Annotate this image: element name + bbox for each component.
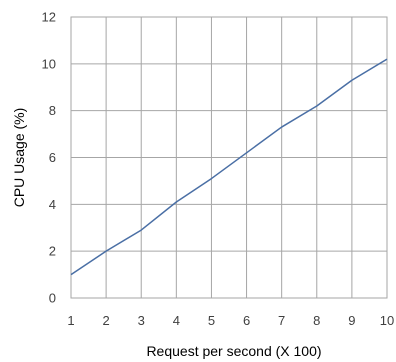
x-tick-label: 9 [348, 313, 355, 328]
y-axis-ticks: 0 2 4 6 8 10 12 [42, 10, 56, 306]
y-axis-label: CPU Usage (%) [11, 108, 27, 208]
x-axis-label: Request per second (X 100) [146, 343, 321, 359]
y-tick-label: 2 [49, 244, 56, 259]
x-tick-label: 8 [313, 313, 320, 328]
x-tick-label: 2 [102, 313, 109, 328]
y-tick-label: 12 [42, 10, 56, 25]
x-tick-label: 4 [173, 313, 180, 328]
x-axis-ticks: 1 2 3 4 5 6 7 8 9 10 [67, 313, 394, 328]
y-tick-label: 8 [49, 103, 56, 118]
series-line [70, 58, 388, 276]
plot-frame [70, 16, 388, 299]
x-tick-label: 3 [138, 313, 145, 328]
x-tick-label: 1 [67, 313, 74, 328]
y-tick-label: 10 [42, 56, 56, 71]
y-tick-label: 6 [49, 150, 56, 165]
y-tick-label: 0 [49, 291, 56, 306]
grid [70, 16, 388, 299]
y-tick-label: 4 [49, 197, 56, 212]
x-tick-label: 6 [243, 313, 250, 328]
series-group [70, 58, 388, 276]
x-tick-label: 10 [380, 313, 394, 328]
x-tick-label: 7 [278, 313, 285, 328]
x-tick-label: 5 [208, 313, 215, 328]
